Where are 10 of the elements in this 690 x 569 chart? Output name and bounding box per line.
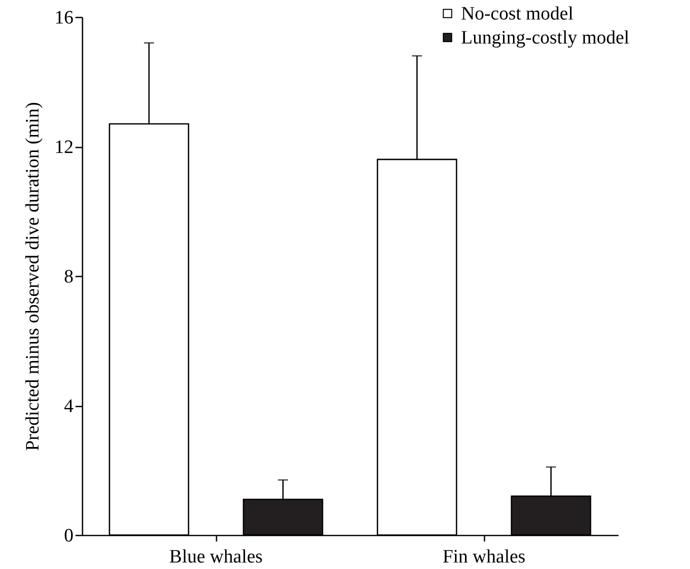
y-tick-label: 16 [54, 8, 74, 28]
legend-label: No-cost model [461, 4, 574, 24]
y-tick-label: 0 [64, 526, 74, 546]
legend-label: Lunging-costly model [461, 28, 630, 48]
y-axis-title: Predicted minus observed dive duration (min) [22, 102, 44, 451]
x-tick-label: Fin whales [442, 546, 526, 568]
y-tick-label: 8 [64, 266, 74, 288]
y-tick-label: 4 [64, 396, 74, 417]
x-tick-label: Blue whales [169, 546, 263, 568]
y-tick-label: 12 [54, 137, 74, 158]
